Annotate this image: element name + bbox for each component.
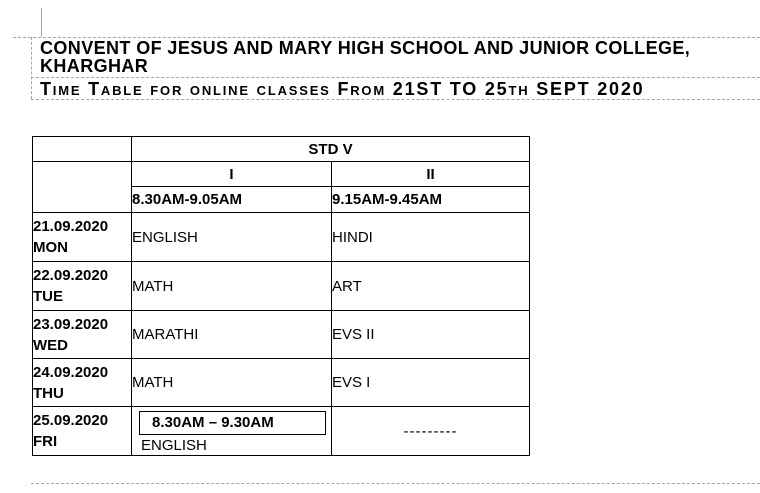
document-title-line2: KHARGHAR: [40, 56, 149, 76]
cancelled-period-placeholder: ---------: [331, 406, 530, 456]
day-label: WED: [33, 336, 68, 354]
time-slot-2-header: 9.15AM-9.45AM: [331, 186, 530, 213]
timetable: STD V I II 8.30AM-9.05AM 9.15AM-9.45AM 2…: [32, 136, 530, 456]
subject-cell: EVS II: [331, 310, 530, 359]
date-label: 24.09.2020: [33, 363, 109, 381]
text-boundary-top: [13, 37, 760, 38]
friday-time-note-box: 8.30AM – 9.30AM: [139, 411, 326, 435]
table-row-time-header: 8.30AM-9.05AM 9.15AM-9.45AM: [33, 186, 530, 213]
text-boundary-bottom: [31, 483, 760, 484]
date-cell: 24.09.2020 THU: [32, 358, 132, 407]
document-subtitle: Time Table for online classes From 21ST …: [40, 79, 645, 99]
table-row-wednesday: 23.09.2020 WED MARATHI EVS II: [32, 310, 530, 359]
empty-merged-cell: [32, 161, 132, 213]
subject-cell: MARATHI: [131, 310, 332, 359]
date-cell: 22.09.2020 TUE: [32, 261, 132, 311]
day-label: THU: [33, 384, 64, 402]
date-cell: 25.09.2020 FRI: [32, 406, 132, 456]
class-header-cell: STD V: [131, 136, 530, 162]
subject-cell: ART: [331, 261, 530, 311]
text-boundary-middle: [31, 77, 760, 78]
subject-cell: EVS I: [331, 358, 530, 407]
subject-cell: ENGLISH: [131, 212, 332, 262]
date-label: 21.09.2020: [33, 218, 109, 235]
table-row-thursday: 24.09.2020 THU MATH EVS I: [32, 358, 530, 407]
period-ii-header: II: [331, 161, 530, 187]
day-label: FRI: [33, 433, 58, 450]
date-cell: 21.09.2020 MON: [32, 212, 132, 262]
time-slot-1-header: 8.30AM-9.05AM: [131, 186, 332, 213]
period-i-header: I: [131, 161, 332, 187]
date-label: 25.09.2020: [33, 412, 109, 429]
subject-cell: MATH: [131, 261, 332, 311]
date-cell: 23.09.2020 WED: [32, 310, 132, 359]
document-title: CONVENT OF JESUS AND MARY HIGH SCHOOL AN…: [40, 39, 750, 75]
table-row-class-header: STD V: [32, 136, 530, 162]
date-label: 23.09.2020: [33, 315, 109, 333]
subject-cell-friday-p1: 8.30AM – 9.30AM ENGLISH: [131, 406, 332, 456]
day-label: TUE: [33, 288, 63, 305]
day-label: MON: [33, 239, 68, 256]
text-boundary-subtitle: [31, 99, 760, 100]
date-label: 22.09.2020: [33, 267, 109, 284]
empty-corner-cell: [32, 136, 132, 162]
table-row-monday: 21.09.2020 MON ENGLISH HINDI: [32, 212, 530, 262]
subject-cell: MATH: [131, 358, 332, 407]
margin-crop-mark: [41, 8, 42, 37]
document-title-line1: CONVENT OF JESUS AND MARY HIGH SCHOOL AN…: [40, 38, 691, 58]
subject-cell: HINDI: [331, 212, 530, 262]
table-row-period-header: I II: [32, 161, 530, 213]
table-row-friday: 25.09.2020 FRI 8.30AM – 9.30AM ENGLISH -…: [32, 406, 530, 456]
subject-label: ENGLISH: [141, 437, 207, 454]
text-boundary-left: [31, 37, 32, 99]
table-row-tuesday: 22.09.2020 TUE MATH ART: [32, 261, 530, 311]
